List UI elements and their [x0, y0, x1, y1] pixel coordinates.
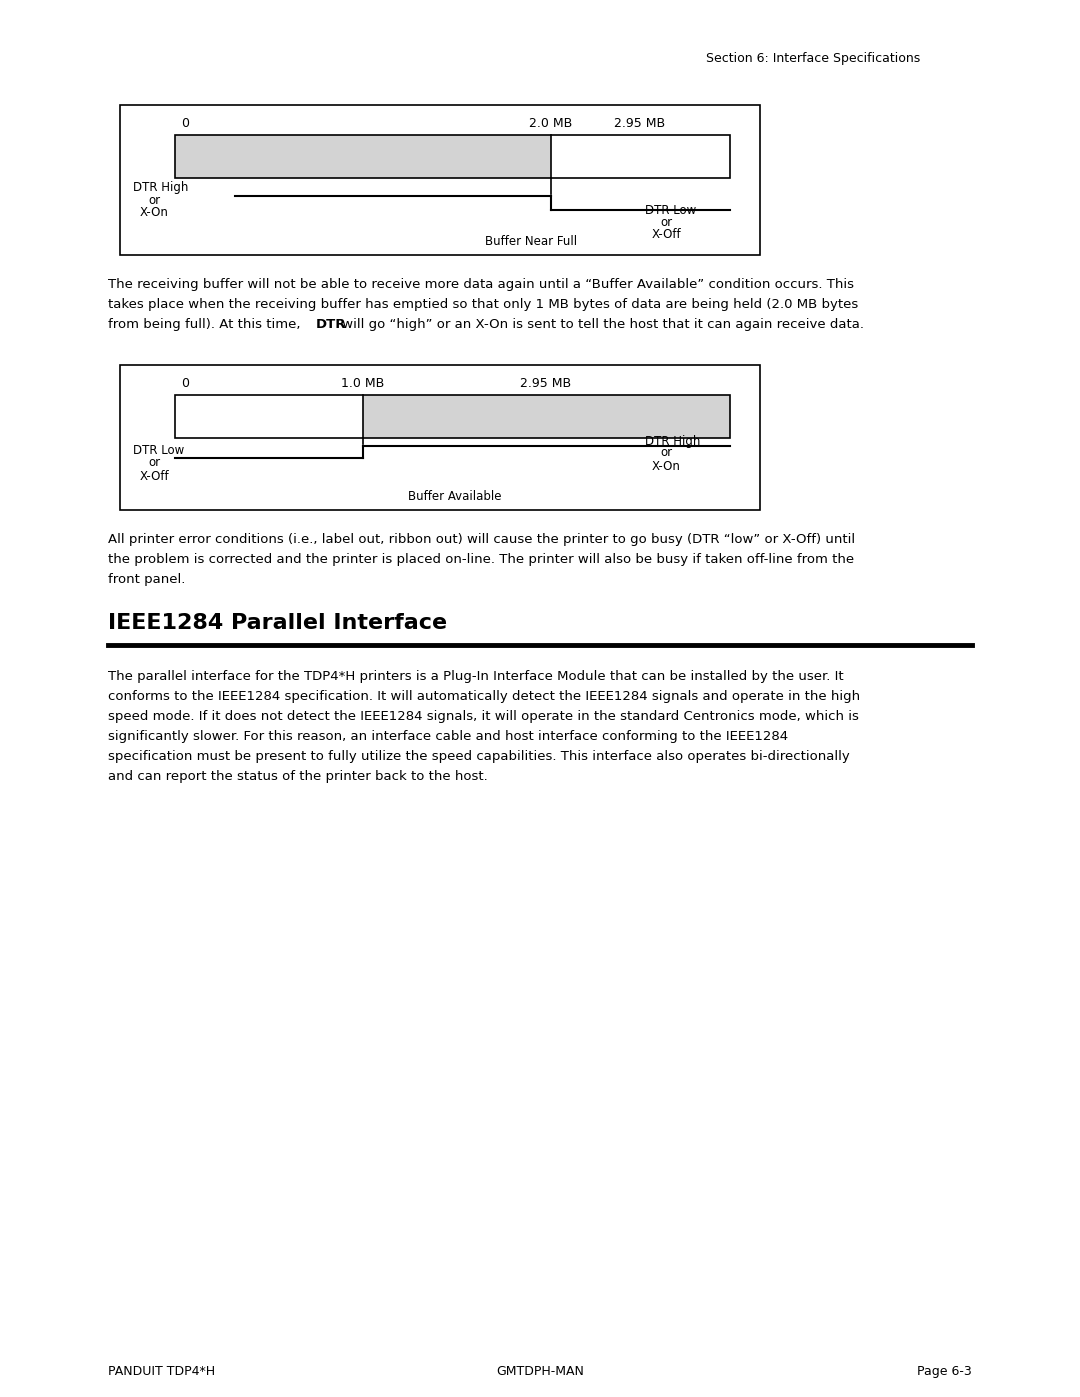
Bar [120, 105, 760, 256]
Text: Section 6: Interface Specifications: Section 6: Interface Specifications [705, 52, 920, 66]
Text: DTR High: DTR High [133, 182, 188, 194]
Text: X-Off: X-Off [140, 469, 170, 482]
Text: The parallel interface for the TDP4*H printers is a Plug-In Interface Module tha: The parallel interface for the TDP4*H pr… [108, 671, 843, 683]
Text: or: or [660, 447, 672, 460]
Text: conforms to the IEEE1284 specification. It will automatically detect the IEEE128: conforms to the IEEE1284 specification. … [108, 690, 860, 703]
Text: specification must be present to fully utilize the speed capabilities. This inte: specification must be present to fully u… [108, 750, 850, 763]
Text: 1.0 MB: 1.0 MB [341, 377, 384, 390]
Text: DTR Low: DTR Low [133, 443, 185, 457]
Text: takes place when the receiving buffer has emptied so that only 1 MB bytes of dat: takes place when the receiving buffer ha… [108, 298, 859, 312]
Text: or: or [148, 457, 160, 469]
Text: from being full). At this time,: from being full). At this time, [108, 319, 305, 331]
Text: Buffer Available: Buffer Available [408, 490, 502, 503]
Text: IEEE1284 Parallel Interface: IEEE1284 Parallel Interface [108, 613, 447, 633]
Text: The receiving buffer will not be able to receive more data again until a “Buffer: The receiving buffer will not be able to… [108, 278, 854, 291]
Text: 0: 0 [181, 377, 189, 390]
Text: All printer error conditions (i.e., label out, ribbon out) will cause the printe: All printer error conditions (i.e., labe… [108, 534, 855, 546]
Text: Page 6-3: Page 6-3 [917, 1365, 972, 1377]
Bar [175, 136, 551, 177]
Bar [175, 395, 363, 439]
Bar [175, 136, 730, 177]
Text: PANDUIT TDP4*H: PANDUIT TDP4*H [108, 1365, 215, 1377]
Text: Buffer Near Full: Buffer Near Full [485, 235, 577, 249]
Text: 2.95 MB: 2.95 MB [521, 377, 571, 390]
Bar [363, 395, 730, 439]
Text: 0: 0 [181, 117, 189, 130]
Bar [120, 365, 760, 510]
Bar [551, 136, 730, 177]
Bar [175, 395, 730, 439]
Text: speed mode. If it does not detect the IEEE1284 signals, it will operate in the s: speed mode. If it does not detect the IE… [108, 710, 859, 724]
Text: 2.95 MB: 2.95 MB [615, 117, 665, 130]
Text: DTR: DTR [316, 319, 347, 331]
Text: or: or [148, 194, 160, 207]
Text: X-Off: X-Off [652, 228, 681, 240]
Text: DTR Low: DTR Low [645, 204, 697, 217]
Text: 2.0 MB: 2.0 MB [529, 117, 572, 130]
Text: or: or [660, 215, 672, 229]
Text: significantly slower. For this reason, an interface cable and host interface con: significantly slower. For this reason, a… [108, 731, 788, 743]
Text: will go “high” or an X-On is sent to tell the host that it can again receive dat: will go “high” or an X-On is sent to tel… [338, 319, 864, 331]
Text: and can report the status of the printer back to the host.: and can report the status of the printer… [108, 770, 488, 782]
Text: the problem is corrected and the printer is placed on-line. The printer will als: the problem is corrected and the printer… [108, 553, 854, 566]
Text: GMTDPH-MAN: GMTDPH-MAN [496, 1365, 584, 1377]
Text: DTR High: DTR High [645, 434, 700, 447]
Text: front panel.: front panel. [108, 573, 186, 585]
Text: X-On: X-On [652, 460, 680, 472]
Text: X-On: X-On [140, 207, 168, 219]
